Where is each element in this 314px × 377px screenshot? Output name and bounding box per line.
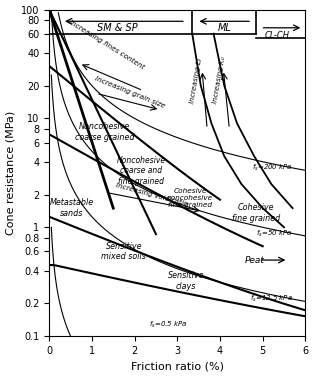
Text: Noncohesive
coarse and
fine grained: Noncohesive coarse and fine grained — [116, 156, 165, 186]
Text: Increasing fines content: Increasing fines content — [68, 19, 146, 71]
Text: $f_s$=200 kPa: $f_s$=200 kPa — [252, 163, 293, 173]
Text: $f_s$=50 kPa: $f_s$=50 kPa — [256, 228, 293, 239]
Text: Sensitive
clays: Sensitive clays — [168, 271, 204, 291]
Text: Noncohesive
coarse grained: Noncohesive coarse grained — [75, 122, 134, 142]
Text: SM & SP: SM & SP — [97, 23, 138, 32]
Text: Increasing grain size: Increasing grain size — [95, 75, 166, 109]
Text: Increasing void ratio: Increasing void ratio — [115, 182, 188, 208]
X-axis label: Friction ratio (%): Friction ratio (%) — [131, 362, 224, 371]
Text: Cohesive
noncohesive
fine grained: Cohesive noncohesive fine grained — [167, 188, 213, 208]
Text: Sensitive
mixed soils: Sensitive mixed soils — [101, 242, 146, 261]
Text: Increasing K₀: Increasing K₀ — [212, 55, 226, 104]
Text: Cohesive
fine grained: Cohesive fine grained — [232, 204, 280, 223]
Text: CL-CH: CL-CH — [265, 31, 290, 40]
Text: Peat: Peat — [245, 256, 265, 265]
Text: Increasing LI: Increasing LI — [190, 57, 203, 104]
Text: $f_s$=12.5 kPa: $f_s$=12.5 kPa — [250, 294, 293, 304]
Text: $f_s$=0.5 kPa: $f_s$=0.5 kPa — [149, 319, 188, 329]
Text: Metastable
sands: Metastable sands — [49, 198, 94, 218]
Y-axis label: Cone resistance (MPa): Cone resistance (MPa) — [6, 111, 16, 235]
Text: ML: ML — [217, 23, 231, 32]
